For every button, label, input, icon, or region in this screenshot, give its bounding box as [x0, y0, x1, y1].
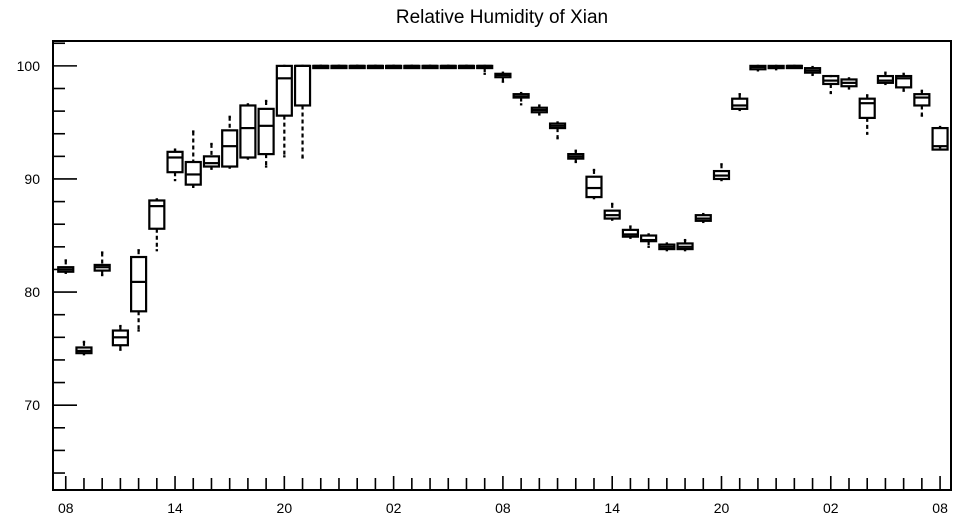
- box-item: [858, 94, 876, 135]
- box-item: [257, 99, 275, 168]
- box-item: [221, 115, 239, 169]
- box-item: [530, 104, 548, 116]
- box-rect: [293, 64, 312, 107]
- box-item: [640, 233, 658, 248]
- box-item: [275, 64, 293, 158]
- box-rect: [913, 93, 931, 107]
- box-item: [913, 89, 931, 117]
- box-item: [895, 72, 913, 92]
- box-item: [403, 64, 421, 70]
- box-item: [785, 64, 803, 70]
- box-rect: [202, 155, 221, 168]
- box-rect: [895, 74, 913, 89]
- box-rect: [257, 107, 275, 156]
- x-tick-label: 08: [58, 500, 74, 516]
- x-tick-label: 14: [167, 500, 183, 516]
- box-rect: [858, 97, 876, 120]
- x-axis: 08 14 20 02 08 14 20 02 08: [58, 476, 948, 516]
- box-item: [731, 93, 749, 112]
- box-item: [330, 64, 348, 70]
- box-item: [621, 225, 640, 239]
- x-tick-label: 02: [823, 500, 839, 516]
- box-item: [439, 64, 457, 70]
- box-item: [548, 121, 567, 140]
- box-item: [93, 251, 111, 277]
- box-item: [130, 249, 148, 332]
- box-item: [749, 64, 767, 72]
- box-item: [767, 64, 785, 71]
- y-tick-label: 90: [24, 171, 40, 187]
- box-item: [676, 238, 694, 252]
- box-item: [803, 65, 822, 77]
- box-rect: [640, 234, 658, 243]
- x-tick-label: 02: [386, 500, 402, 516]
- box-item: [457, 64, 476, 70]
- box-item: [166, 148, 184, 182]
- box-item: [293, 64, 312, 159]
- box-item: [840, 77, 858, 90]
- box-item: [421, 64, 439, 70]
- box-item: [694, 212, 712, 224]
- box-rect: [621, 228, 640, 238]
- box-item: [202, 142, 221, 170]
- box-rect: [731, 97, 749, 110]
- box-item: [494, 71, 512, 83]
- box-item: [931, 125, 949, 151]
- box-item: [567, 149, 585, 164]
- chart-title: Relative Humidity of Xian: [396, 7, 608, 28]
- box-item: [822, 74, 840, 95]
- box-item: [658, 242, 676, 252]
- box-item: [512, 91, 530, 106]
- box-item: [184, 130, 202, 188]
- boxes-group: [57, 64, 949, 356]
- box-item: [712, 163, 731, 182]
- x-tick-label: 20: [277, 500, 293, 516]
- plot-frame: [52, 40, 952, 491]
- box-item: [75, 340, 93, 356]
- box-rect: [166, 150, 184, 174]
- box-item: [312, 64, 330, 70]
- y-tick-label: 80: [24, 284, 40, 300]
- box-rect: [275, 64, 293, 117]
- y-tick-label: 70: [24, 397, 40, 413]
- box-item: [876, 71, 895, 86]
- x-tick-label: 20: [714, 500, 730, 516]
- box-item: [57, 259, 75, 274]
- box-item: [585, 168, 603, 200]
- box-item: [148, 198, 166, 252]
- y-axis: 70 80 90 100: [17, 42, 77, 474]
- box-item: [366, 64, 385, 70]
- box-rect: [148, 199, 166, 230]
- box-rect: [184, 160, 202, 186]
- x-tick-label: 08: [495, 500, 511, 516]
- box-item: [476, 64, 494, 75]
- y-tick-label: 100: [17, 58, 41, 74]
- box-item: [239, 103, 257, 160]
- box-rect: [876, 74, 895, 84]
- box-item: [603, 202, 621, 221]
- box-rect: [931, 126, 949, 151]
- box-rect: [239, 104, 257, 159]
- x-tick-label: 14: [604, 500, 620, 516]
- box-item: [348, 64, 366, 70]
- box-rect: [130, 255, 148, 313]
- box-rect: [585, 175, 603, 199]
- box-item: [111, 324, 129, 351]
- box-item: [385, 64, 403, 70]
- x-tick-label: 08: [932, 500, 948, 516]
- box-rect: [221, 129, 239, 168]
